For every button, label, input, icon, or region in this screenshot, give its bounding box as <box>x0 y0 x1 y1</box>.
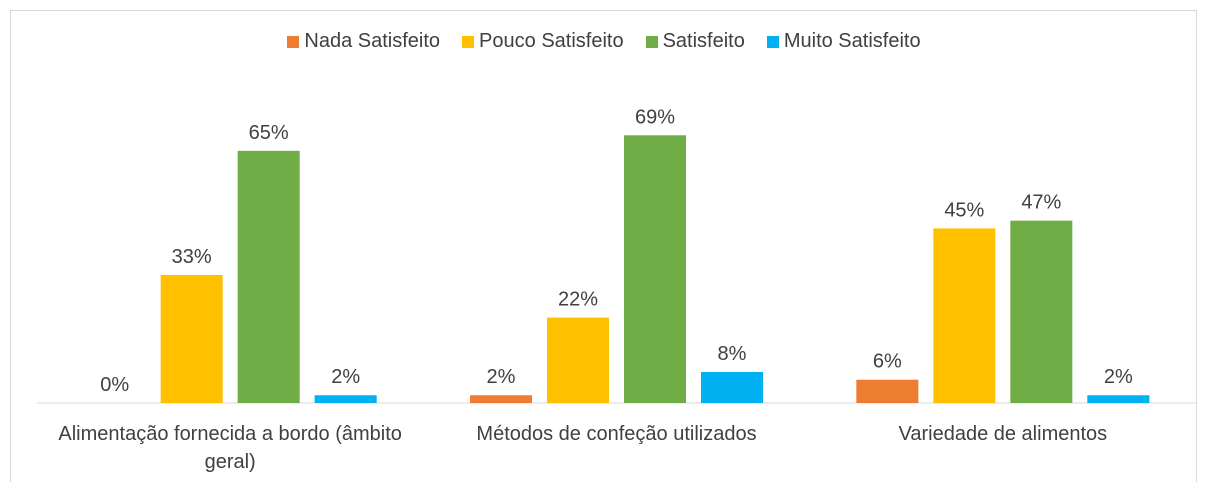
legend-label: Nada Satisfeito <box>304 30 441 52</box>
legend-swatch <box>287 35 300 48</box>
x-tick-label: Métodos de confeção utilizados <box>476 423 757 445</box>
data-label: 69% <box>635 106 675 128</box>
x-tick-label: Alimentação fornecida a bordo (âmbito ge… <box>58 423 402 473</box>
legend-label: Muito Satisfeito <box>783 30 921 52</box>
legend-swatch <box>766 35 779 48</box>
bar <box>314 395 377 403</box>
legend-item: Nada Satisfeito <box>287 30 440 53</box>
legend-swatch <box>462 35 475 48</box>
legend-label: Pouco Satisfeito <box>479 30 624 52</box>
bar <box>470 395 532 403</box>
data-label: 2% <box>487 366 516 388</box>
data-label: 2% <box>331 366 360 388</box>
data-label: 2% <box>1104 366 1133 388</box>
data-label: 6% <box>873 351 902 373</box>
x-tick-label: Variedade de alimentos <box>898 423 1108 445</box>
bar <box>856 379 919 403</box>
bar <box>933 228 996 403</box>
legend: Nada Satisfeito Pouco Satisfeito Satisfeit… <box>0 30 1208 53</box>
data-label: 0% <box>100 374 129 396</box>
data-label: 8% <box>718 343 747 365</box>
bar <box>237 150 300 403</box>
bar <box>624 135 686 403</box>
bar <box>1087 395 1150 403</box>
data-label: 65% <box>249 122 289 144</box>
legend-swatch <box>645 35 658 48</box>
legend-item: Muito Satisfeito <box>766 30 921 53</box>
data-label: 22% <box>558 289 598 311</box>
chart-frame <box>10 10 1197 482</box>
legend-item: Pouco Satisfeito <box>462 30 624 53</box>
legend-item: Satisfeito <box>645 30 745 53</box>
data-label: 33% <box>172 246 212 268</box>
bar <box>547 317 609 403</box>
data-label: 47% <box>1021 192 1061 214</box>
bar <box>1010 220 1073 403</box>
legend-label: Satisfeito <box>662 30 745 52</box>
bar <box>160 274 223 403</box>
bar <box>701 371 763 403</box>
data-label: 45% <box>944 199 984 221</box>
